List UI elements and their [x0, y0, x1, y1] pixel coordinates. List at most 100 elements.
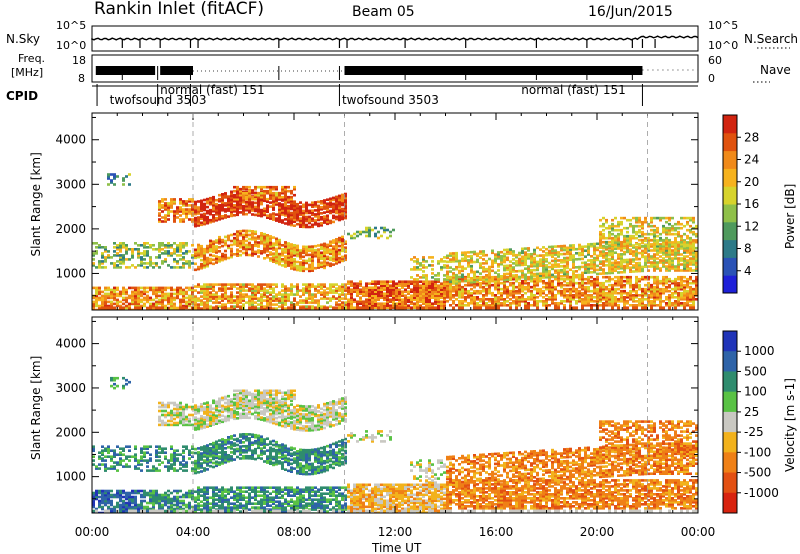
heat-cell	[251, 213, 254, 216]
heat-cell	[614, 236, 617, 240]
heat-cell	[581, 300, 584, 303]
heat-cell	[131, 256, 134, 259]
heat-cell	[173, 308, 176, 310]
heat-cell	[515, 263, 518, 267]
heat-cell	[512, 291, 515, 295]
heat-cell	[470, 277, 473, 280]
heat-cell	[371, 296, 374, 299]
heat-cell	[158, 306, 161, 310]
heat-cell	[434, 280, 437, 283]
heat-cell	[569, 256, 572, 259]
heat-cell	[653, 263, 656, 266]
heat-cell	[386, 304, 389, 307]
heat-cell	[182, 288, 185, 292]
heat-cell	[641, 253, 644, 257]
heat-cell	[242, 285, 245, 288]
heat-cell	[614, 296, 617, 299]
heat-cell	[251, 232, 254, 235]
heat-cell	[479, 275, 482, 279]
heat-cell	[287, 256, 290, 259]
heat-cell	[530, 289, 533, 293]
heat-cell	[275, 187, 278, 191]
heat-cell	[554, 298, 557, 301]
heat-cell	[584, 281, 587, 285]
heat-cell	[641, 220, 644, 224]
freq-trace	[95, 66, 698, 80]
heat-cell	[689, 296, 692, 299]
heat-cell	[536, 289, 539, 293]
heat-cell	[242, 212, 245, 216]
heat-cell	[140, 286, 143, 290]
heat-cell	[674, 289, 677, 293]
heat-cell	[230, 285, 233, 288]
heat-cell	[185, 300, 188, 304]
heat-cell	[524, 261, 527, 264]
heat-cell	[596, 287, 599, 291]
heat-cell	[245, 185, 248, 189]
heat-cell	[125, 311, 128, 314]
heat-cell	[596, 281, 599, 285]
heat-cell	[443, 278, 446, 281]
heat-cell	[497, 300, 500, 303]
heat-cell	[689, 291, 692, 295]
heat-cell	[362, 286, 365, 289]
heat-cell	[617, 240, 620, 244]
heat-cell	[677, 302, 680, 305]
heat-cell	[623, 250, 626, 254]
heat-cell	[329, 197, 332, 201]
heat-cell	[680, 257, 683, 260]
heat-cell	[248, 200, 251, 204]
heat-cell	[494, 277, 497, 281]
heat-cell	[521, 247, 524, 251]
heat-cell	[509, 274, 512, 277]
heat-cell	[131, 264, 134, 267]
heat-cell	[335, 250, 338, 253]
heat-cell	[383, 280, 386, 283]
heat-cell	[338, 200, 341, 204]
heat-cell	[512, 296, 515, 299]
heat-cell	[257, 283, 260, 286]
heat-cell	[512, 300, 515, 303]
heat-cell	[98, 288, 101, 292]
heat-cell	[623, 242, 626, 246]
heat-cell	[224, 257, 227, 261]
heat-cell	[407, 292, 410, 295]
heat-cell	[236, 207, 239, 211]
heat-cell	[671, 281, 674, 285]
heat-cell	[410, 298, 413, 301]
heat-cell	[686, 304, 689, 307]
heat-cell	[236, 236, 239, 239]
heat-cell	[527, 255, 530, 258]
heat-cell	[350, 306, 353, 309]
heat-cell	[239, 201, 242, 204]
heat-cell	[617, 265, 620, 268]
heat-cell	[275, 285, 278, 288]
heat-cell	[128, 302, 131, 306]
heat-cell	[377, 230, 380, 234]
heat-cell	[575, 274, 578, 277]
heat-cell	[683, 294, 686, 297]
heat-cell	[608, 234, 611, 238]
heat-cell	[347, 288, 350, 291]
heat-cell	[665, 281, 668, 285]
heat-cell	[254, 289, 257, 292]
heat-cell	[221, 217, 224, 220]
heat-cell	[551, 263, 554, 267]
heat-cell	[482, 281, 485, 285]
heat-cell	[278, 254, 281, 258]
heat-cell	[620, 222, 623, 226]
heat-cell	[359, 232, 362, 236]
heat-cell	[329, 219, 332, 223]
heat-cell	[236, 185, 239, 189]
heat-cell	[194, 206, 197, 210]
heat-cell	[218, 305, 221, 308]
heat-cell	[377, 292, 380, 295]
heat-cell	[668, 230, 671, 234]
heat-cell	[257, 200, 260, 203]
heat-cell	[371, 282, 374, 285]
heat-cell	[521, 257, 524, 261]
heat-cell	[446, 260, 449, 264]
heat-cell	[596, 258, 599, 262]
heat-cell	[92, 300, 95, 304]
heat-cell	[509, 283, 512, 287]
